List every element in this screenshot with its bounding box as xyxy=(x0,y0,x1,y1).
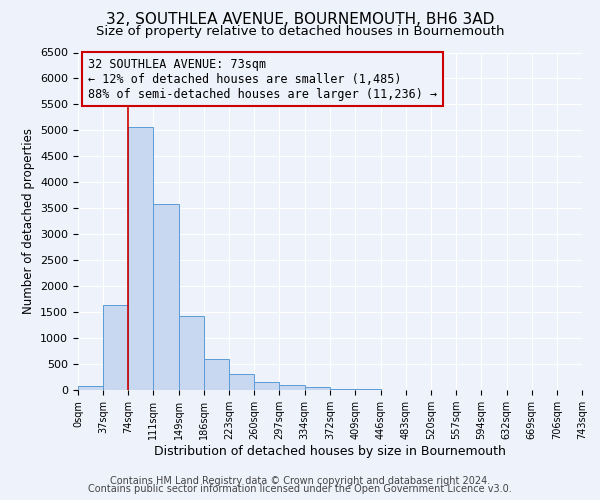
Bar xyxy=(331,389,355,390)
Text: Contains HM Land Registry data © Crown copyright and database right 2024.: Contains HM Land Registry data © Crown c… xyxy=(110,476,490,486)
Bar xyxy=(229,374,254,390)
Bar xyxy=(78,386,103,390)
Y-axis label: Number of detached properties: Number of detached properties xyxy=(22,128,35,314)
Bar xyxy=(280,385,305,390)
Text: Contains public sector information licensed under the Open Government Licence v3: Contains public sector information licen… xyxy=(88,484,512,494)
Bar xyxy=(204,360,229,390)
Bar xyxy=(254,382,280,390)
Bar xyxy=(153,204,179,390)
Text: 32, SOUTHLEA AVENUE, BOURNEMOUTH, BH6 3AD: 32, SOUTHLEA AVENUE, BOURNEMOUTH, BH6 3A… xyxy=(106,12,494,28)
Bar xyxy=(305,388,331,390)
Text: Size of property relative to detached houses in Bournemouth: Size of property relative to detached ho… xyxy=(96,25,504,38)
Bar xyxy=(179,316,204,390)
Bar xyxy=(128,128,153,390)
Bar xyxy=(103,305,128,390)
X-axis label: Distribution of detached houses by size in Bournemouth: Distribution of detached houses by size … xyxy=(154,445,506,458)
Text: 32 SOUTHLEA AVENUE: 73sqm
← 12% of detached houses are smaller (1,485)
88% of se: 32 SOUTHLEA AVENUE: 73sqm ← 12% of detac… xyxy=(88,58,437,100)
